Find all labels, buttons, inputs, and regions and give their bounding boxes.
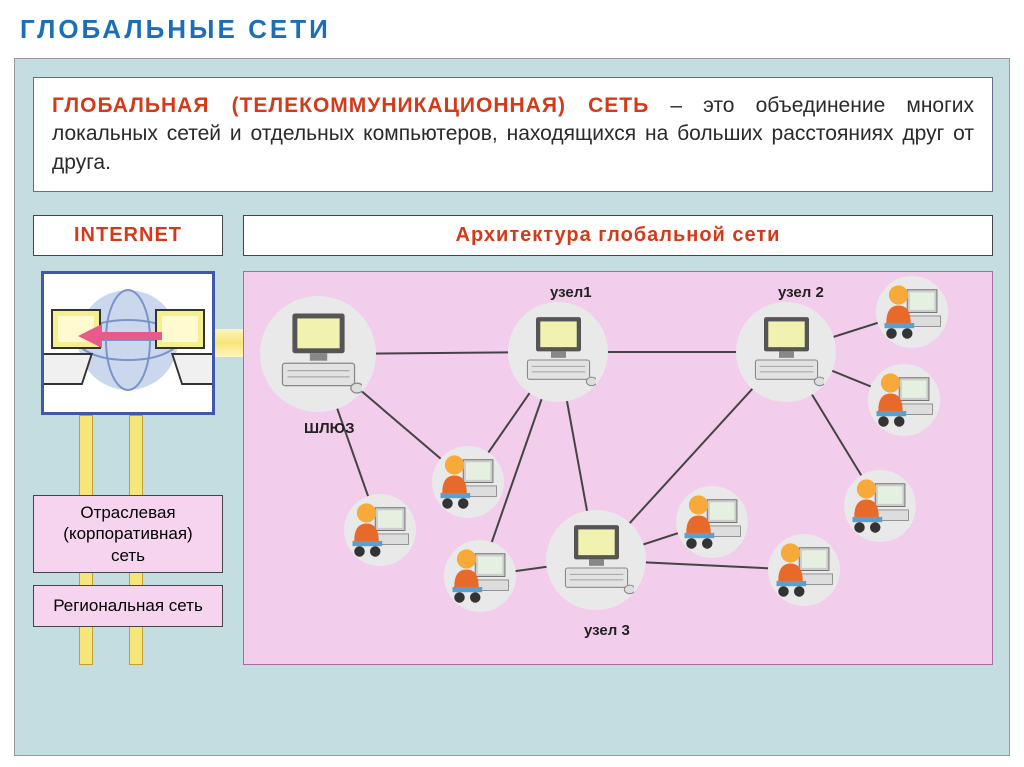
architecture-label: Архитектура глобальной сети	[243, 215, 993, 256]
user-terminal-icon	[681, 491, 742, 557]
computer-icon	[749, 315, 824, 395]
computer-icon	[275, 311, 362, 403]
internet-illustration	[41, 271, 215, 415]
computer-icon	[559, 523, 634, 603]
definition-box: ГЛОБАЛЬНАЯ (ТЕЛЕКОММУНИКАЦИОННАЯ) СЕТЬ –…	[33, 77, 993, 192]
corporate-line2: (корпоративная)	[38, 523, 218, 544]
architecture-diagram: ШЛЮЗ узел1 узел 2 узел 3	[243, 271, 993, 665]
user-terminal-icon	[349, 499, 410, 565]
regional-network-box: Региональная сеть	[33, 585, 223, 627]
internet-label: INTERNET	[33, 215, 223, 256]
node-label-node2: узел 2	[778, 284, 824, 301]
user-terminal-icon	[449, 545, 510, 611]
page-title: ГЛОБАЛЬНЫЕ СЕТИ	[0, 0, 1024, 55]
user-terminal-icon	[773, 539, 834, 605]
computer-icon	[521, 315, 596, 395]
user-terminal-icon	[873, 369, 934, 435]
main-panel: ГЛОБАЛЬНАЯ (ТЕЛЕКОММУНИКАЦИОННАЯ) СЕТЬ –…	[14, 58, 1010, 756]
node-label-gateway: ШЛЮЗ	[304, 420, 354, 437]
definition-head: ГЛОБАЛЬНАЯ (ТЕЛЕКОММУНИКАЦИОННАЯ) СЕТЬ	[52, 94, 649, 117]
node-label-node3: узел 3	[584, 622, 630, 639]
corporate-network-box: Отраслевая (корпоративная) сеть	[33, 495, 223, 573]
user-terminal-icon	[437, 451, 498, 517]
corporate-line1: Отраслевая	[38, 502, 218, 523]
user-terminal-icon	[881, 281, 942, 347]
user-terminal-icon	[849, 475, 910, 541]
corporate-line3: сеть	[38, 545, 218, 566]
node-label-node1: узел1	[550, 284, 592, 301]
